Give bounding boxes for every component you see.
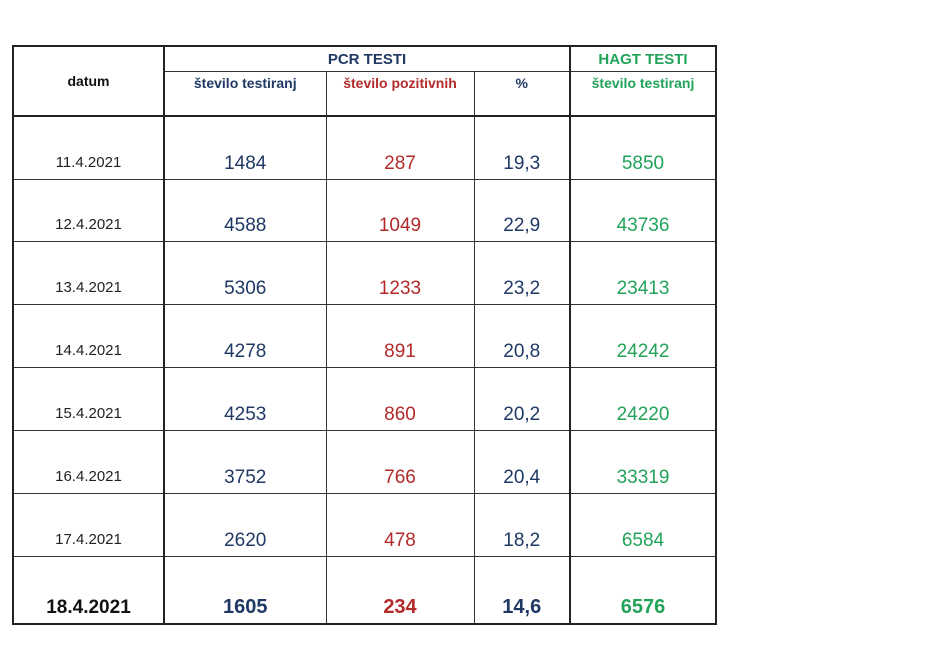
cell-hagt-tested: 24220 (569, 366, 717, 431)
cell-percent: 20,8 (473, 303, 571, 368)
cell-date: 11.4.2021 (12, 115, 165, 180)
table-row: 13.4.2021 5306 1233 23,2 23413 (12, 240, 717, 305)
table-row: 18.4.2021 1605 234 14,6 6576 (12, 555, 717, 625)
cell-date: 18.4.2021 (12, 555, 165, 625)
cell-pcr-tested: 3752 (163, 429, 327, 494)
cell-pcr-tested: 1605 (163, 555, 327, 625)
cell-date: 13.4.2021 (12, 240, 165, 305)
testing-table: datum PCR TESTI HAGT TESTI število testi… (12, 45, 717, 625)
cell-hagt-tested: 43736 (569, 178, 717, 242)
cell-hagt-tested: 24242 (569, 303, 717, 368)
cell-percent: 14,6 (473, 555, 571, 625)
cell-percent: 19,3 (473, 115, 571, 180)
cell-percent: 22,9 (473, 178, 571, 242)
cell-hagt-tested: 6584 (569, 492, 717, 557)
cell-date: 17.4.2021 (12, 492, 165, 557)
header-pcr-group: PCR TESTI (163, 45, 571, 72)
header-hagt-group: HAGT TESTI (569, 45, 717, 72)
cell-pcr-positive: 234 (325, 555, 475, 625)
cell-hagt-tested: 23413 (569, 240, 717, 305)
cell-pcr-positive: 891 (325, 303, 475, 368)
cell-hagt-tested: 33319 (569, 429, 717, 494)
cell-date: 14.4.2021 (12, 303, 165, 368)
cell-date: 16.4.2021 (12, 429, 165, 494)
cell-pcr-positive: 860 (325, 366, 475, 431)
table-row: 12.4.2021 4588 1049 22,9 43736 (12, 178, 717, 242)
cell-date: 15.4.2021 (12, 366, 165, 431)
cell-percent: 18,2 (473, 492, 571, 557)
cell-pcr-positive: 1049 (325, 178, 475, 242)
cell-pcr-positive: 1233 (325, 240, 475, 305)
header-datum: datum (12, 45, 165, 117)
cell-percent: 20,4 (473, 429, 571, 494)
cell-percent: 23,2 (473, 240, 571, 305)
cell-pcr-positive: 766 (325, 429, 475, 494)
table-row: 15.4.2021 4253 860 20,2 24220 (12, 366, 717, 431)
cell-pcr-positive: 478 (325, 492, 475, 557)
cell-date: 12.4.2021 (12, 178, 165, 242)
cell-pcr-tested: 4253 (163, 366, 327, 431)
header-percent: % (473, 71, 571, 117)
cell-pcr-tested: 5306 (163, 240, 327, 305)
table-row: 17.4.2021 2620 478 18,2 6584 (12, 492, 717, 557)
header-pcr-tested: število testiranj (163, 71, 327, 117)
cell-pcr-tested: 1484 (163, 115, 327, 180)
header-pcr-positive: število pozitivnih (325, 71, 475, 117)
cell-pcr-positive: 287 (325, 115, 475, 180)
table-row: 16.4.2021 3752 766 20,4 33319 (12, 429, 717, 494)
cell-pcr-tested: 4588 (163, 178, 327, 242)
cell-pcr-tested: 4278 (163, 303, 327, 368)
cell-hagt-tested: 6576 (569, 555, 717, 625)
header-hagt-tested: število testiranj (569, 71, 717, 117)
table-row: 14.4.2021 4278 891 20,8 24242 (12, 303, 717, 368)
cell-hagt-tested: 5850 (569, 115, 717, 180)
cell-pcr-tested: 2620 (163, 492, 327, 557)
table-row: 11.4.2021 1484 287 19,3 5850 (12, 115, 717, 180)
cell-percent: 20,2 (473, 366, 571, 431)
